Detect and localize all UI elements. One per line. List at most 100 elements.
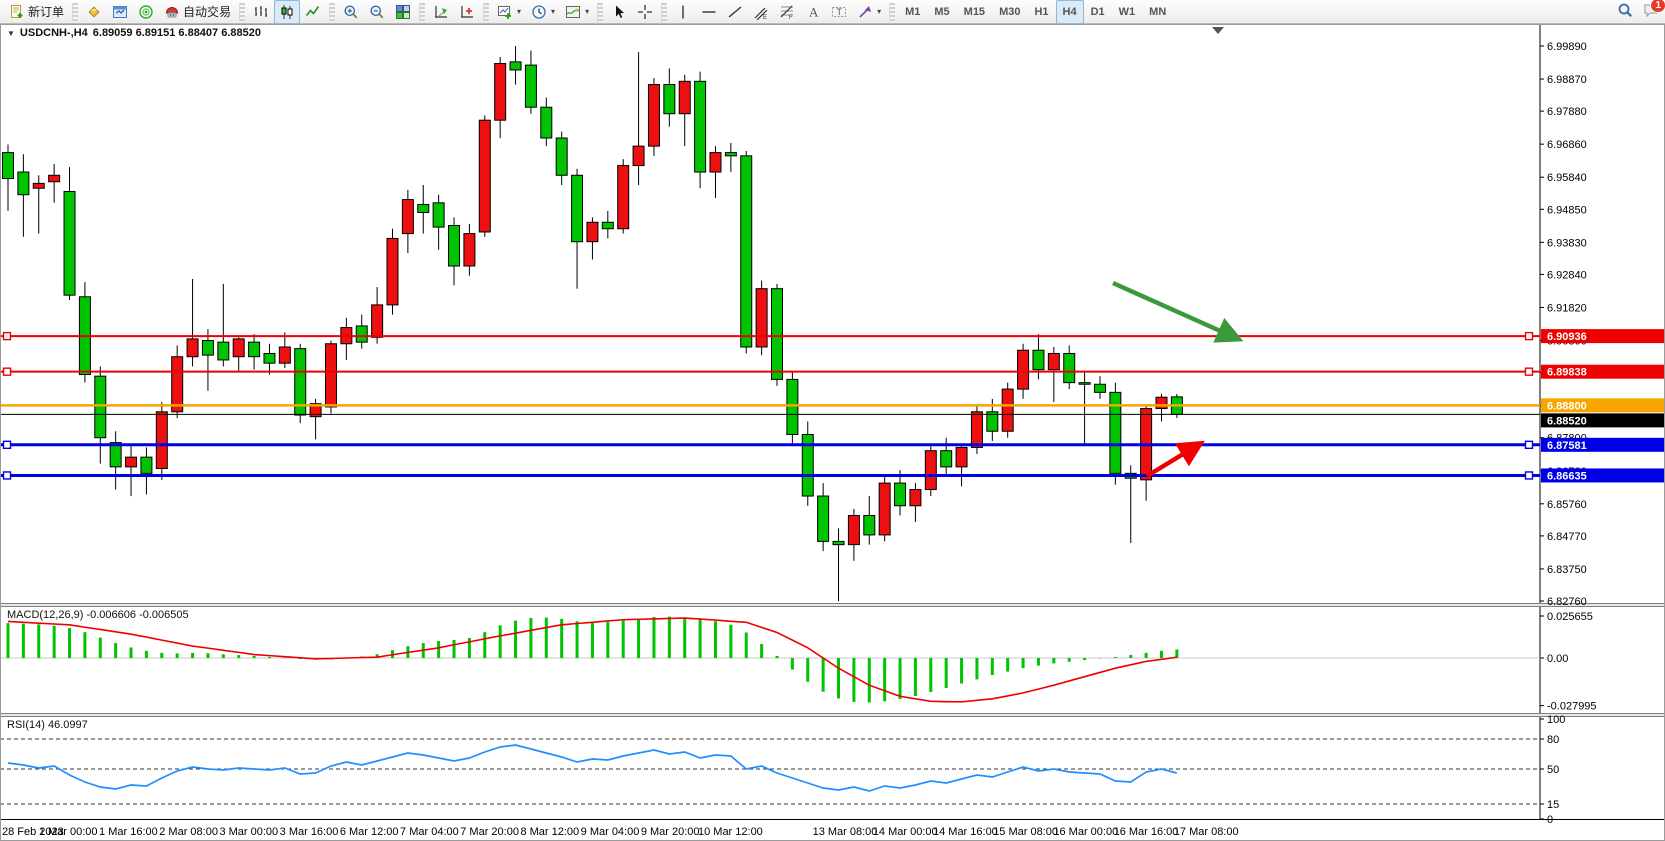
bear-candle (986, 411, 999, 432)
svg-text:6.88520: 6.88520 (1547, 415, 1587, 427)
timeframe-h1[interactable]: H1 (1034, 5, 1049, 18)
trendline-button[interactable] (722, 0, 748, 24)
vertical-line-button[interactable] (670, 0, 696, 24)
toolbar-separator (483, 2, 490, 21)
one-click-trading-toggle-icon[interactable]: ▼ (7, 28, 15, 38)
templates-dropdown[interactable]: ▾ (560, 0, 594, 24)
search-icon[interactable] (1617, 2, 1633, 23)
line-chart-button[interactable] (300, 0, 326, 24)
linechart-icon (305, 4, 321, 20)
svg-text:9 Mar 04:00: 9 Mar 04:00 (581, 826, 640, 838)
line-handle[interactable] (1524, 440, 1534, 450)
timeframes-dropdown[interactable]: ▾ (526, 0, 560, 24)
candlestick-chart-button[interactable] (274, 0, 301, 24)
crosshair-button[interactable] (632, 0, 658, 24)
downtrend-arrow[interactable] (1112, 280, 1244, 343)
indicators-button[interactable] (428, 0, 454, 24)
resistance-line-2[interactable] (0, 367, 1540, 376)
chart-shift-marker[interactable] (1212, 27, 1224, 34)
market-watch-button[interactable] (81, 0, 107, 24)
line-handle[interactable] (2, 440, 12, 450)
bear-candle (1078, 382, 1091, 385)
svg-text:8 Mar 12:00: 8 Mar 12:00 (520, 826, 579, 838)
svg-text:6.97880: 6.97880 (1547, 106, 1587, 118)
bull-candle (309, 403, 322, 418)
bear-candle (524, 64, 537, 108)
bull-candle (1155, 396, 1168, 410)
bull-candle (463, 233, 476, 267)
line-handle[interactable] (1524, 331, 1534, 341)
new-chart-dropdown[interactable]: ▾ (492, 0, 526, 24)
tile-icon (395, 4, 411, 20)
periods-button[interactable] (454, 0, 480, 24)
notifications-button[interactable]: 1 (1643, 0, 1665, 23)
auto-trading-button-label: 自动交易 (183, 5, 232, 19)
cursor-button[interactable] (606, 0, 632, 24)
strategy-tester-button[interactable] (133, 0, 159, 24)
chart-window[interactable]: 6.99890 6.98870 6.97880 6.96860 6.95840 6.948… (0, 24, 1665, 841)
textA-icon: A (805, 4, 821, 20)
candles-layer (2, 46, 1183, 602)
horizontal-line-button[interactable] (696, 0, 722, 24)
crosshair-icon (637, 4, 653, 20)
bear-candle (555, 137, 568, 176)
rsi-indicator-label: RSI(14) 46.0997 (7, 719, 88, 731)
resistance-line-1[interactable] (0, 331, 1540, 341)
bull-candle (278, 346, 291, 364)
chart-canvas[interactable]: 6.99890 6.98870 6.97880 6.96860 6.95840 6.948… (0, 24, 1665, 841)
bear-candle (509, 61, 522, 71)
line-handle[interactable] (1524, 471, 1534, 480)
bar-chart-button[interactable] (248, 0, 274, 24)
line-handle[interactable] (2, 331, 12, 341)
chart-title-bar: ▼ USDCNH-,H4 6.89059 6.89151 6.88407 6.8… (7, 27, 261, 39)
panel-splitter[interactable] (0, 603, 1665, 607)
bear-candle (801, 433, 814, 497)
fibonacci-button[interactable]: F (774, 0, 800, 24)
svg-text:6.94850: 6.94850 (1547, 204, 1587, 216)
zoom-in-button[interactable] (338, 0, 364, 24)
tile-windows-button[interactable] (390, 0, 416, 24)
timeframe-m1[interactable]: M1 (905, 5, 921, 18)
macd-indicator-label: MACD(12,26,9) -0.006606 -0.006505 (7, 609, 189, 621)
zoom-in-icon (343, 4, 359, 20)
bear-candle (863, 514, 876, 536)
svg-text:7 Mar 20:00: 7 Mar 20:00 (460, 826, 519, 838)
new-order-button[interactable]: 新订单 (4, 0, 69, 24)
text-button[interactable]: A (800, 0, 826, 24)
timeframe-m5[interactable]: M5 (934, 5, 950, 18)
timeframe-h4[interactable]: H4 (1055, 0, 1084, 24)
panel-splitter[interactable] (0, 713, 1665, 717)
svg-text:6.91820: 6.91820 (1547, 302, 1587, 314)
bounce-arrow[interactable] (1145, 440, 1205, 478)
timeframe-m30[interactable]: M30 (999, 5, 1021, 18)
support-line-1[interactable] (0, 440, 1540, 450)
toolbar-group: 自动交易 (81, 1, 236, 23)
timeframe-d1[interactable]: D1 (1090, 5, 1105, 18)
terminal-button[interactable] (107, 0, 133, 24)
svg-text:1 Mar 16:00: 1 Mar 16:00 (99, 826, 158, 838)
trendline-icon (727, 4, 743, 20)
bull-candle (371, 304, 384, 338)
bull-candle (494, 62, 507, 121)
arrows-dropdown[interactable]: ▾ (852, 0, 886, 24)
auto-trading-button[interactable]: 自动交易 (159, 0, 236, 24)
timeframe-m15[interactable]: M15 (963, 5, 986, 18)
svg-text:16 Mar 16:00: 16 Mar 16:00 (1114, 826, 1179, 838)
bull-candle (678, 80, 691, 115)
zoom-out-button[interactable] (364, 0, 390, 24)
svg-text:6.93830: 6.93830 (1547, 237, 1587, 249)
timeframe-mn[interactable]: MN (1149, 5, 1167, 18)
toolbar-group (606, 1, 658, 23)
channel-button[interactable]: E (748, 0, 774, 24)
bear-candle (63, 190, 76, 296)
line-handle[interactable] (1524, 367, 1534, 376)
line-handle[interactable] (2, 367, 12, 376)
svg-text:9 Mar 20:00: 9 Mar 20:00 (641, 826, 700, 838)
new-order-button-label: 新订单 (28, 5, 65, 19)
label-button[interactable]: T (826, 0, 852, 24)
timeframe-w1[interactable]: W1 (1118, 5, 1136, 18)
support-line-2[interactable] (0, 471, 1540, 480)
line-handle[interactable] (2, 471, 12, 480)
bear-candle (140, 456, 153, 474)
